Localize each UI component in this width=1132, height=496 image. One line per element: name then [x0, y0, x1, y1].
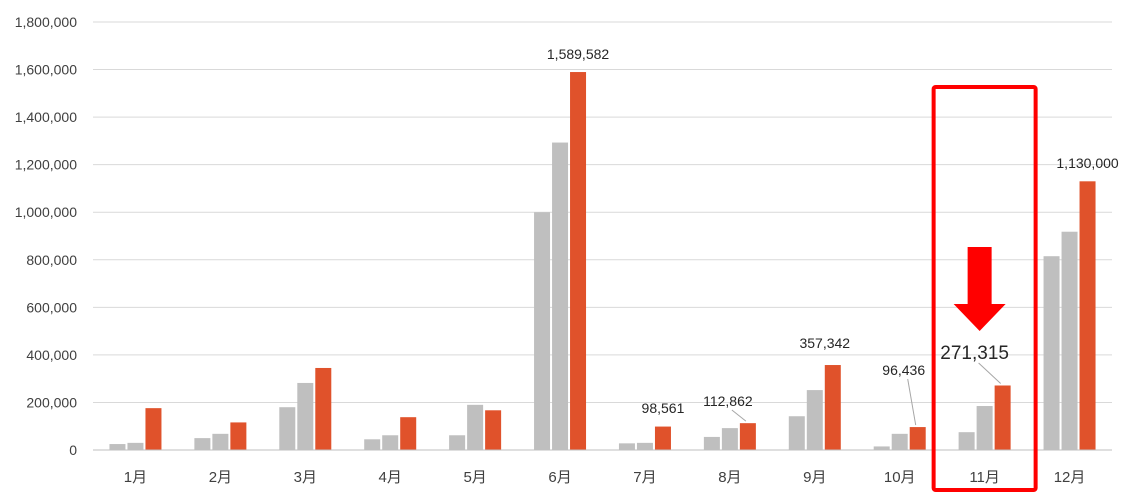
bar-12月-series-1 [1043, 256, 1060, 450]
highlight-box [931, 85, 1038, 492]
y-tick-label: 1,800,000 [15, 14, 77, 30]
bar-4月-series-2 [382, 435, 399, 450]
y-tick-label: 800,000 [26, 252, 77, 268]
x-category-label: 8月 [718, 469, 741, 486]
x-axis-categories: 1月 2月 3月 4月 5月 6月 7月 8月 9月 10月 11月 12月 [124, 469, 1086, 486]
data-label-8月: 112,862 [703, 393, 753, 409]
y-tick-label: 1,000,000 [15, 204, 77, 220]
y-tick-label: 1,200,000 [15, 157, 77, 173]
bar-9月-series-2 [806, 390, 823, 450]
bar-10月-series-1 [873, 446, 890, 450]
data-label-9月: 357,342 [799, 335, 850, 351]
data-label-10月: 96,436 [882, 362, 925, 378]
y-axis-ticks: 0 200,000 400,000 600,000 800,000 1,000,000 1,… [15, 14, 78, 458]
y-tick-label: 1,600,000 [15, 62, 77, 78]
bar-4月-series-1 [364, 439, 381, 450]
bars [109, 72, 1096, 451]
bar-2月-series-3 [230, 422, 247, 450]
bar-1月-series-3 [145, 408, 162, 450]
bar-6月-series-3 [570, 72, 587, 451]
y-tick-label: 400,000 [26, 347, 77, 363]
x-category-label: 9月 [803, 469, 826, 486]
data-label-leader [731, 409, 747, 422]
data-label-11月: 271,315 [940, 343, 1009, 364]
bar-5月-series-1 [449, 435, 466, 450]
x-category-label: 1月 [124, 469, 147, 486]
data-label-leader [907, 378, 917, 426]
bar-1月-series-2 [127, 442, 144, 450]
bar-4月-series-3 [400, 417, 417, 450]
x-category-label: 12月 [1054, 469, 1086, 486]
bar-11月-series-3 [994, 385, 1011, 450]
x-category-label: 10月 [884, 469, 916, 486]
bar-7月-series-1 [618, 443, 635, 450]
bar-9月-series-3 [824, 365, 841, 450]
bar-2月-series-2 [212, 433, 229, 450]
bar-7月-series-3 [654, 426, 671, 450]
bar-5月-series-2 [467, 404, 484, 450]
bar-6月-series-1 [534, 212, 551, 450]
y-tick-label: 1,400,000 [15, 109, 77, 125]
bar-10月-series-2 [891, 433, 908, 450]
data-label-leader [978, 362, 1001, 384]
x-category-label: 2月 [209, 469, 232, 486]
bar-10月-series-3 [909, 427, 926, 450]
bar-8月-series-2 [721, 428, 738, 450]
bar-9月-series-1 [788, 416, 805, 450]
bar-3月-series-3 [315, 367, 332, 450]
y-tick-label: 0 [69, 442, 77, 458]
bar-8月-series-1 [703, 436, 720, 450]
data-label-12月: 1,130,000 [1056, 155, 1118, 171]
data-label-7月: 98,561 [642, 400, 685, 416]
bar-12月-series-3 [1079, 181, 1096, 451]
bar-5月-series-3 [485, 410, 502, 450]
bar-12月-series-2 [1061, 231, 1078, 450]
bar-8月-series-3 [739, 423, 756, 450]
bar-1月-series-1 [109, 444, 126, 450]
highlight-annotation [931, 85, 1038, 492]
bar-3月-series-1 [279, 407, 296, 450]
data-label-6月: 1,589,582 [547, 46, 609, 62]
x-category-label: 6月 [548, 469, 571, 486]
down-arrow-icon [953, 247, 1006, 331]
data-labels: 1,589,582 98,561 112,862 357,342 96,436 271,3… [547, 46, 1119, 426]
y-tick-label: 600,000 [26, 299, 77, 315]
x-category-label: 5月 [463, 469, 486, 486]
bar-3月-series-2 [297, 382, 314, 450]
bar-2月-series-1 [194, 438, 211, 450]
bar-7月-series-2 [636, 442, 653, 450]
x-category-label: 7月 [633, 469, 656, 486]
bar-6月-series-2 [552, 142, 569, 450]
x-category-label: 4月 [379, 469, 402, 486]
bar-11月-series-2 [976, 406, 993, 450]
x-category-label: 11月 [969, 469, 1000, 486]
x-category-label: 3月 [294, 469, 317, 486]
y-tick-label: 200,000 [26, 394, 77, 410]
bar-11月-series-1 [958, 432, 975, 450]
gridlines [93, 21, 1112, 403]
